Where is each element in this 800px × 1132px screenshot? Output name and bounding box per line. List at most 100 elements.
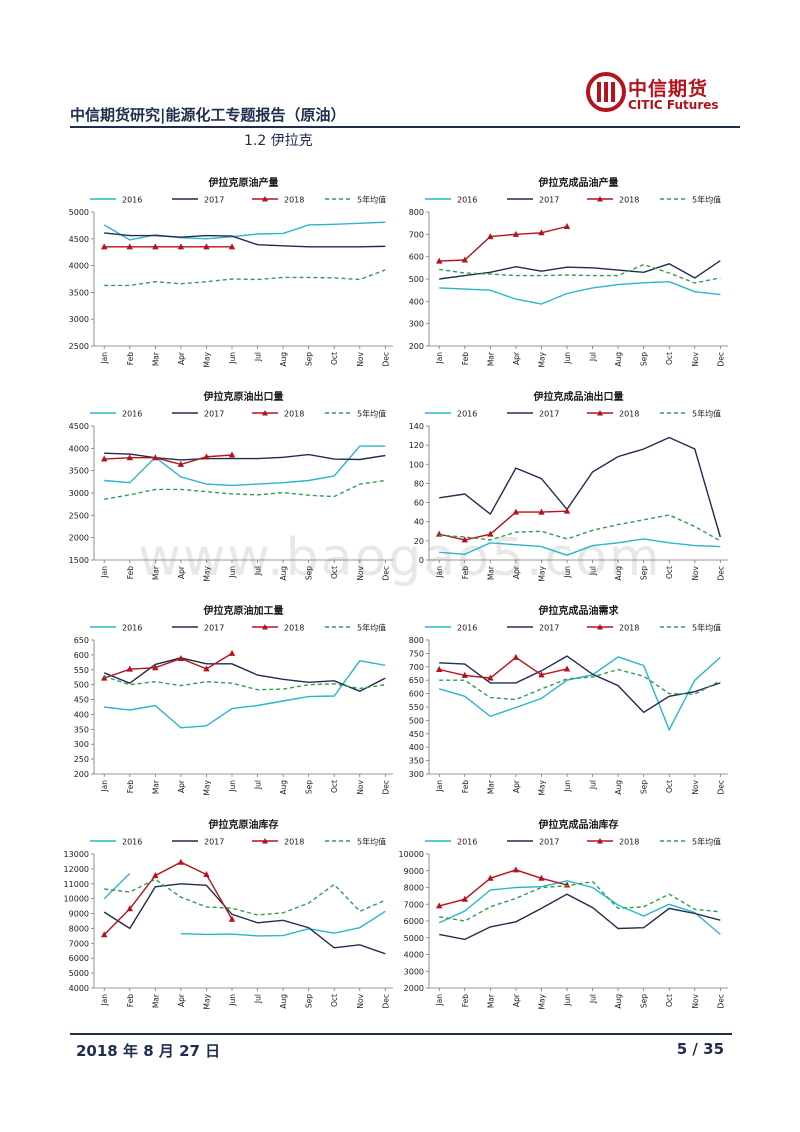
data-point-marker	[203, 243, 210, 250]
series-line	[180, 910, 386, 937]
y-tick-label: 10000	[399, 850, 424, 859]
y-tick-label: 60	[414, 499, 424, 508]
legend-item-2017: 2017	[507, 838, 559, 847]
x-tick-label: May	[537, 993, 546, 1009]
y-tick-label: 650	[409, 676, 424, 685]
x-tick-label: Apr	[512, 565, 521, 579]
series-2017	[439, 893, 721, 941]
series-2018	[436, 653, 571, 681]
data-point-marker	[101, 455, 108, 462]
x-tick-label: Dec	[381, 780, 390, 795]
data-point-marker	[461, 256, 468, 263]
series-2016	[104, 445, 386, 487]
chart-iraq-product-exports: 伊拉克成品油出口量 2016 2017 2018 5年均值 0 20 40 60 80 100 120…	[395, 386, 740, 591]
x-tick-label: Apr	[177, 351, 186, 365]
x-tick-label: Mar	[151, 993, 160, 1008]
data-point-marker	[101, 674, 108, 681]
y-tick-label: 7000	[69, 939, 89, 948]
legend-item-2016: 2016	[425, 624, 477, 633]
series-line	[439, 514, 721, 542]
legend-item-2017: 2017	[172, 410, 224, 419]
y-tick-label: 80	[414, 479, 424, 488]
data-point-marker	[177, 243, 185, 250]
legend-item-2017: 2017	[172, 838, 224, 847]
chart-iraq-product-demand: 伊拉克成品油需求 2016 2017 2018 5年均值 300 350 400 450 500 5…	[395, 600, 740, 805]
x-tick-label: May	[537, 565, 546, 581]
legend-marker	[597, 196, 603, 202]
legend-label: 2018	[284, 624, 304, 633]
series-2018	[101, 243, 236, 250]
chart-svg: 伊拉克成品油库存 2016 2017 2018 5年均值 2000 3000 4000 5000…	[399, 818, 728, 1010]
legend-item-2016: 2016	[90, 196, 142, 205]
y-tick-label: 450	[74, 696, 89, 705]
chart-iraq-product-production: 伊拉克成品油产量 2016 2017 2018 5年均值 200 300 400 500 600 7…	[395, 172, 740, 377]
watermark: www.baogao5.com	[138, 528, 662, 588]
y-tick-label: 9000	[69, 910, 89, 919]
legend-item-2017: 2017	[507, 410, 559, 419]
data-point-marker	[152, 872, 159, 879]
x-tick-label: Feb	[126, 994, 135, 1008]
chart-title: 伊拉克成品油库存	[538, 818, 619, 831]
y-tick-label: 20	[414, 537, 424, 546]
series-line	[439, 280, 721, 305]
y-tick-label: 7000	[404, 900, 424, 909]
series-line	[439, 869, 568, 907]
series-2017	[104, 232, 386, 248]
series-line	[104, 269, 386, 287]
y-tick-label: 4500	[69, 235, 89, 244]
chart-title: 伊拉克成品油产量	[538, 176, 619, 189]
page-number: 5 / 35	[676, 1040, 724, 1058]
x-tick-label: Oct	[330, 566, 339, 579]
legend-label: 2017	[539, 838, 559, 847]
x-tick-label: Mar	[486, 993, 495, 1008]
legend-label: 5年均值	[692, 837, 721, 847]
legend-item-2016: 2016	[90, 838, 142, 847]
x-tick-label: Jun	[563, 352, 572, 365]
x-tick-label: Nov	[691, 565, 700, 580]
legend-item-2017: 2017	[507, 196, 559, 205]
legend-item-5yr-avg: 5年均值	[325, 837, 386, 847]
y-tick-label: 120	[409, 441, 424, 450]
series-line	[439, 656, 568, 679]
legend-label: 2016	[122, 838, 142, 847]
x-tick-label: May	[202, 565, 211, 581]
series-2016	[103, 221, 386, 241]
data-point-marker	[512, 653, 520, 660]
x-tick-label: Sep	[305, 994, 314, 1008]
x-tick-label: Jan	[435, 352, 444, 365]
x-tick-label: Feb	[461, 566, 470, 580]
citic-emblem-icon	[586, 72, 626, 112]
series-2017	[439, 436, 721, 538]
data-point-marker	[487, 530, 494, 537]
legend-item-2016: 2016	[425, 410, 477, 419]
legend-item-2017: 2017	[172, 624, 224, 633]
y-tick-label: 100	[409, 460, 424, 469]
series-line	[439, 510, 568, 541]
legend-label: 5年均值	[357, 837, 386, 847]
series-line	[439, 893, 721, 941]
series-2017	[104, 452, 386, 461]
legend-label: 2017	[539, 196, 559, 205]
x-tick-label: Sep	[640, 994, 649, 1008]
legend-marker	[262, 196, 268, 202]
x-tick-label: Oct	[665, 352, 674, 365]
legend-item-2017: 2017	[172, 196, 224, 205]
x-tick-label: Feb	[461, 780, 470, 794]
legend-marker	[262, 624, 268, 630]
y-tick-label: 400	[74, 710, 89, 719]
x-tick-label: Oct	[665, 566, 674, 579]
legend-item-2018: 2018	[587, 410, 639, 419]
legend-label: 5年均值	[357, 195, 386, 205]
x-tick-label: Jun	[228, 566, 237, 579]
legend-label: 2016	[122, 624, 142, 633]
series-line	[104, 454, 233, 466]
x-tick-label: Aug	[614, 994, 623, 1009]
data-point-marker	[538, 229, 545, 236]
x-tick-label: Aug	[279, 780, 288, 795]
x-tick-label: Dec	[716, 994, 725, 1009]
y-tick-label: 3500	[69, 467, 89, 476]
x-tick-label: Mar	[486, 351, 495, 366]
data-point-marker	[152, 664, 159, 671]
x-tick-label: Dec	[716, 352, 725, 367]
y-tick-label: 8000	[69, 924, 89, 933]
